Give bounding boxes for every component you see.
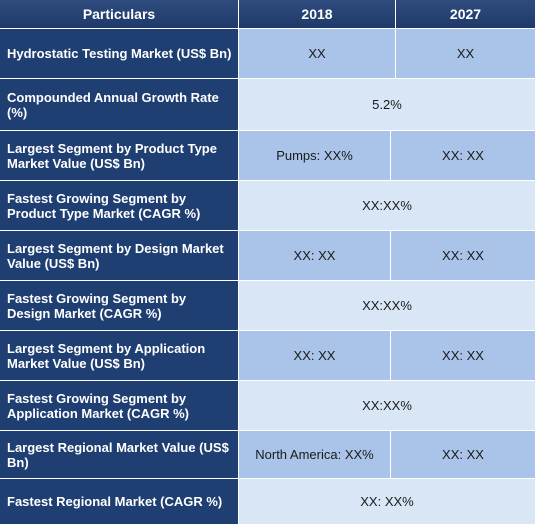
row-label: Fastest Regional Market (CAGR %) [0, 479, 239, 525]
merged-value: XX:XX% [239, 381, 536, 431]
merged-value: XX:XX% [239, 281, 536, 331]
value-2018: XX [239, 29, 396, 79]
header-2027: 2027 [396, 0, 536, 29]
value-2027: XX: XX [391, 431, 536, 479]
row-label: Hydrostatic Testing Market (US$ Bn) [0, 29, 239, 79]
merged-value: XX: XX% [239, 479, 536, 525]
row-label: Largest Segment by Application Market Va… [0, 331, 239, 381]
value-2027: XX: XX [391, 131, 536, 181]
row-label: Compounded Annual Growth Rate (%) [0, 79, 239, 131]
row-label: Fastest Growing Segment by Application M… [0, 381, 239, 431]
row-label: Largest Segment by Design Market Value (… [0, 231, 239, 281]
row-label: Fastest Growing Segment by Design Market… [0, 281, 239, 331]
value-2027: XX: XX [391, 331, 536, 381]
value-2018: North America: XX% [239, 431, 391, 479]
value-2027: XX: XX [391, 231, 536, 281]
row-label: Fastest Growing Segment by Product Type … [0, 181, 239, 231]
value-2027: XX [396, 29, 536, 79]
value-2018: XX: XX [239, 231, 391, 281]
row-label: Largest Segment by Product Type Market V… [0, 131, 239, 181]
header-2018: 2018 [239, 0, 396, 29]
merged-value: 5.2% [239, 79, 536, 131]
value-2018: XX: XX [239, 331, 391, 381]
header-particulars: Particulars [0, 0, 239, 29]
row-label: Largest Regional Market Value (US$ Bn) [0, 431, 239, 479]
value-2018: Pumps: XX% [239, 131, 391, 181]
merged-value: XX:XX% [239, 181, 536, 231]
